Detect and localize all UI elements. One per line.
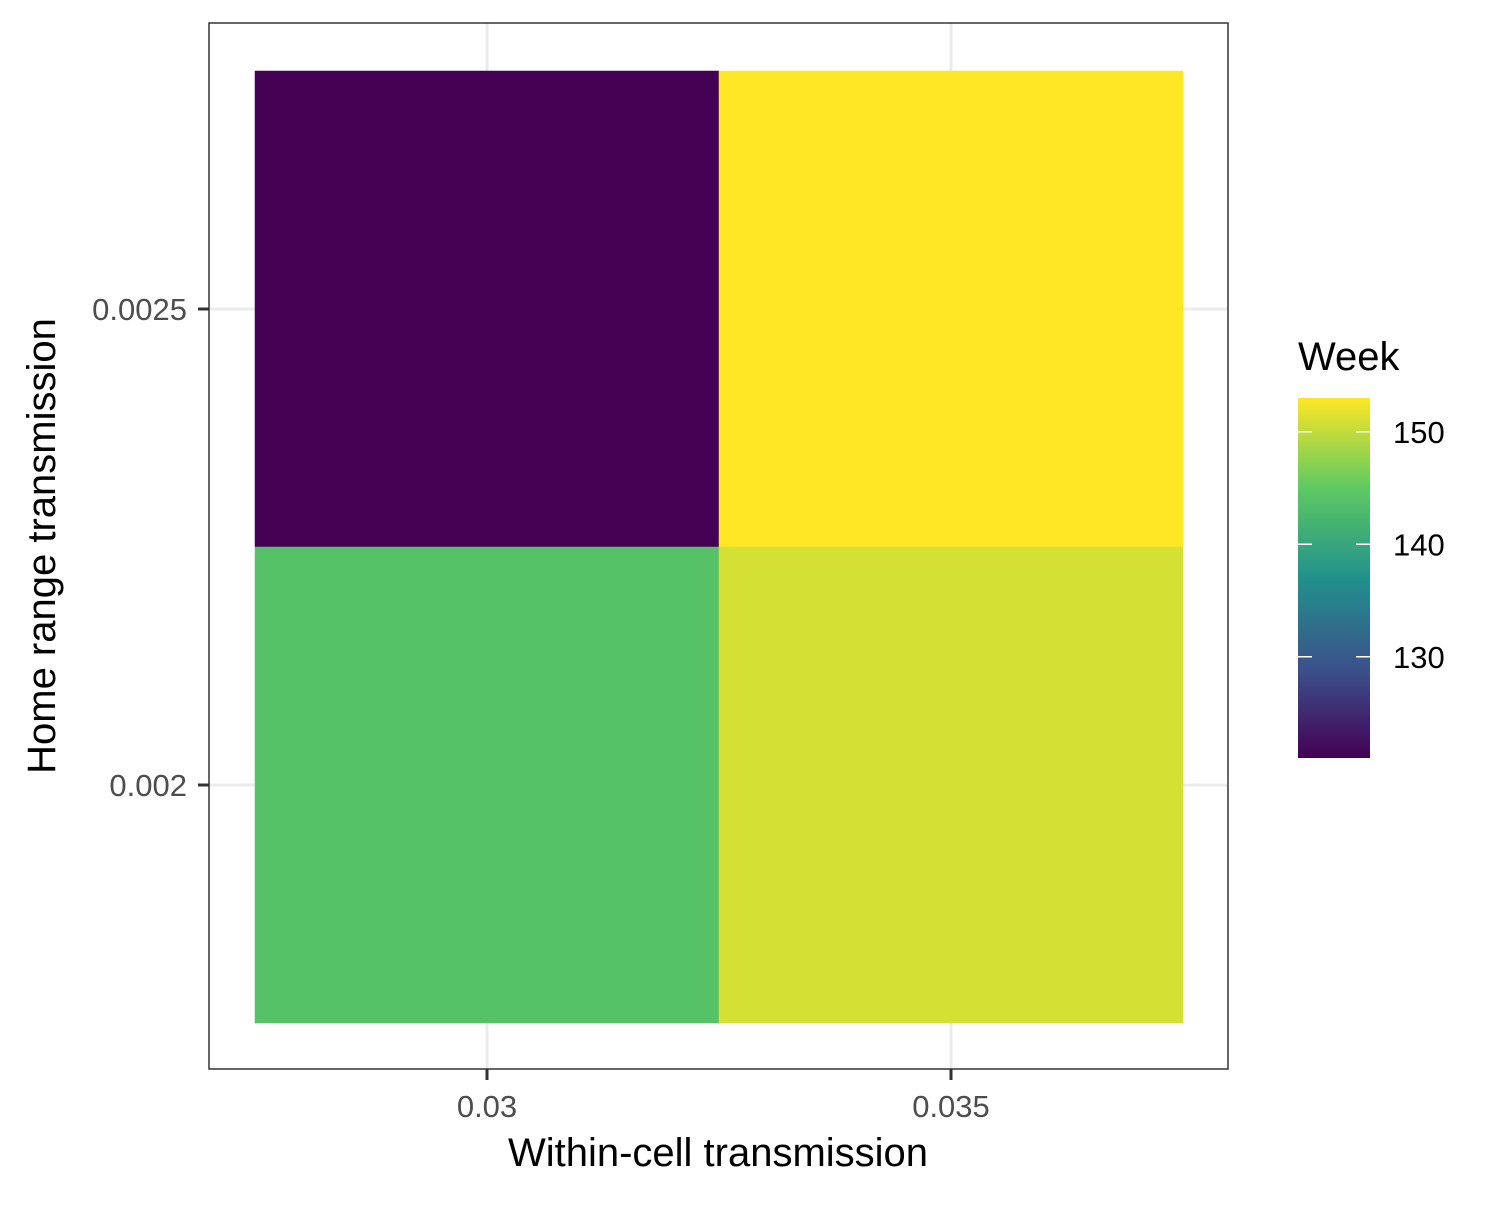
y-axis-title: Home range transmission	[20, 318, 64, 774]
legend-tick-label-0: 130	[1393, 640, 1445, 675]
legend-tick-label-2: 150	[1393, 415, 1445, 450]
heatmap-cell-1	[718, 70, 1184, 548]
heatmap-cell-2	[254, 546, 720, 1024]
heatmap-cell-3	[718, 546, 1184, 1024]
x-axis: 0.03 0.035	[457, 1069, 990, 1124]
legend-colorbar	[1298, 398, 1370, 758]
y-axis: 0.002 0.0025	[92, 292, 209, 803]
x-axis-title: Within-cell transmission	[508, 1131, 928, 1175]
heatmap-cells	[254, 70, 1184, 1024]
legend-tick-label-1: 140	[1393, 527, 1445, 562]
color-legend: Week 130 140 150	[1298, 335, 1445, 758]
heatmap-cell-0	[254, 70, 720, 548]
x-tick-label-1: 0.035	[912, 1089, 990, 1124]
y-tick-label-1: 0.0025	[92, 292, 187, 327]
legend-title: Week	[1298, 335, 1401, 379]
legend-ticks: 130 140 150	[1298, 415, 1445, 675]
panel-border	[208, 22, 1229, 1070]
x-tick-label-0: 0.03	[457, 1089, 517, 1124]
y-tick-label-0: 0.002	[109, 768, 187, 803]
